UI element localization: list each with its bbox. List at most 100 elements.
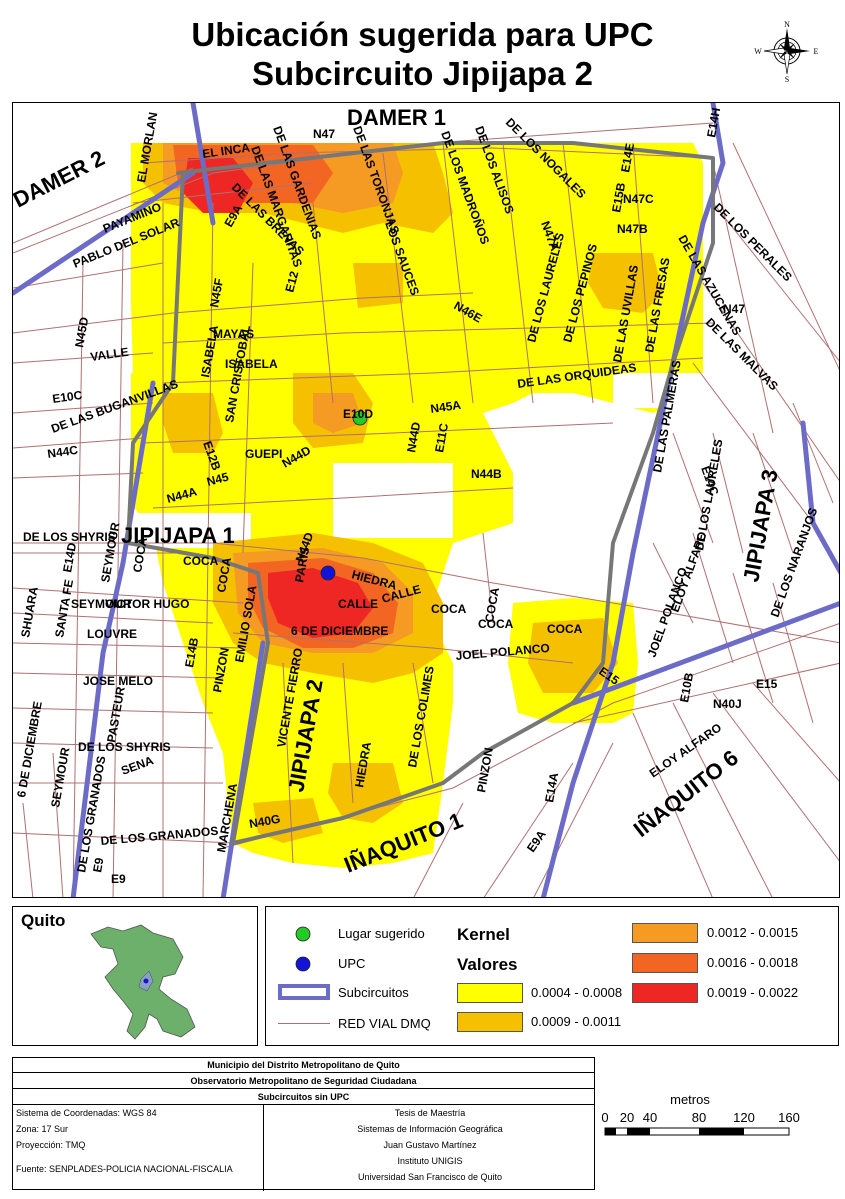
street-label: E11C — [432, 422, 451, 454]
legend-suggested-swatch — [295, 926, 311, 942]
street-label: N40G — [248, 812, 281, 831]
map-title-line2: Subcircuito Jipijapa 2 — [251, 55, 594, 92]
table-row-subcircuitos: Subcircuitos sin UPC — [13, 1089, 594, 1105]
street-label: N40J — [713, 697, 742, 711]
street-label: E15 — [756, 677, 778, 691]
kernel-class-2-region — [353, 263, 403, 308]
street-label: E14E — [618, 142, 637, 173]
street-label: DE LOS GRANADOS — [100, 824, 219, 848]
upc-marker[interactable] — [320, 565, 336, 581]
street-label: 6 DE DICIEMBRE — [14, 700, 45, 798]
street-label: E14D — [60, 541, 79, 573]
area-label: JIPIJAPA 1 — [121, 523, 235, 548]
street-label: COCA — [482, 586, 502, 624]
street-label: N45F — [207, 277, 226, 308]
street-label: VICTOR HUGO — [105, 597, 189, 611]
compass-w: W — [754, 47, 762, 56]
street-label: E15B — [609, 181, 628, 213]
street-label: N45 — [205, 470, 230, 489]
scale-tick-label: 40 — [643, 1110, 657, 1125]
street-label: DE LOS SHYRIS — [78, 740, 171, 754]
inset-box: Quito — [12, 906, 258, 1046]
street-label: N44D — [404, 421, 423, 454]
map-title-line1: Ubicación sugerida para UPC — [191, 16, 654, 53]
street-label: DE LOS PERALES — [711, 200, 795, 284]
street-label: N45A — [429, 398, 462, 416]
street-label: E14B — [182, 636, 201, 668]
area-label: DAMER 1 — [347, 105, 446, 130]
street-label: DE LOS NARANJOS — [768, 506, 821, 619]
info-table: Municipio del Distrito Metropolitano de … — [12, 1057, 595, 1191]
map-frame[interactable]: DAMER 1 DAMER 2 JIPIJAPA 1 JIPIJAPA 2 JIPIJA… — [12, 102, 840, 898]
compass-e: E — [814, 47, 819, 56]
street-label: N45D — [72, 316, 91, 349]
scale-tick-label: 0 — [601, 1110, 608, 1125]
table-author: Juan Gustavo Martínez — [383, 1140, 477, 1150]
table-institute: Instituto UNIGIS — [397, 1156, 463, 1166]
legend-class-5-swatch — [632, 983, 698, 1003]
street-label: MAYAS — [213, 327, 254, 341]
street-label: COCA — [214, 556, 234, 594]
street-label: VALLE — [89, 345, 129, 364]
street-label: E12 — [282, 269, 301, 294]
street-label: SEYMOUR — [48, 746, 72, 809]
scale-tick-label: 120 — [733, 1110, 755, 1125]
street-label: SHUARA — [18, 585, 41, 638]
street-label: N47C — [623, 192, 654, 206]
kernel-class-2-region — [588, 253, 663, 313]
scale-tick-label: 80 — [692, 1110, 706, 1125]
kernel-class-3-region — [313, 393, 363, 433]
legend-class-2-swatch — [457, 1012, 523, 1032]
street-label: E14A — [542, 771, 561, 803]
scale-bar: metros 0 20 40 80 120 160 — [601, 1092, 800, 1136]
table-program: Sistemas de Información Geográfica — [357, 1124, 503, 1134]
suggested-location-marker[interactable] — [352, 410, 368, 426]
legend-subcircuit-label: Subcircuitos — [338, 985, 409, 1000]
street-label: PASTEUR — [104, 685, 128, 743]
table-university: Universidad San Francisco de Quito — [357, 1172, 503, 1182]
street-label: E14H — [704, 107, 723, 139]
street-label: E9 — [90, 856, 106, 873]
street-label: DE LOS GRANADOS — [74, 755, 108, 874]
legend-subcircuit-swatch — [278, 984, 330, 1000]
legend-values-heading: Valores — [457, 955, 518, 974]
kernel-white-gap — [333, 463, 453, 538]
legend-upc-swatch — [295, 956, 311, 972]
legend-box: Lugar sugerido UPC Subcircuitos RED VIAL… — [265, 906, 839, 1046]
street-label: DE LOS SHYRIS — [23, 530, 116, 544]
street-label: N44C — [46, 443, 79, 461]
legend-class-5-label: 0.0019 - 0.0022 — [707, 985, 799, 1000]
street-label: COCA — [431, 602, 467, 616]
scale-tick-label: 20 — [620, 1110, 634, 1125]
street-label: COCA — [130, 536, 150, 574]
table-row-municipio: Municipio del Distrito Metropolitano de … — [13, 1058, 594, 1073]
quito-inset-map — [90, 924, 196, 1040]
street-label: GUEPI — [245, 447, 282, 461]
table-thesis: Tesis de Maestría — [394, 1108, 466, 1118]
street-label: COCA — [183, 554, 219, 568]
legend-class-2-label: 0.0009 - 0.0011 — [531, 1014, 622, 1029]
street-label: E10B — [677, 671, 696, 703]
legend-class-3-swatch — [632, 923, 698, 943]
street-label: LOUVRE — [87, 627, 137, 641]
street-label: PINZON — [474, 746, 496, 793]
kernel-class-2-region — [328, 763, 403, 823]
street-label: SENA — [119, 753, 155, 778]
table-coord-system: Sistema de Coordenadas: WGS 84 — [16, 1108, 157, 1118]
table-source: Fuente: SENPLADES-POLICIA NACIONAL-FISCA… — [16, 1164, 233, 1174]
table-row-observatorio: Observatorio Metropolitano de Seguridad … — [13, 1073, 594, 1089]
kernel-class-5-region — [268, 568, 373, 638]
street-label: E10D — [343, 407, 373, 421]
street-label: PARIS — [292, 546, 312, 584]
street-label: N47 — [313, 127, 335, 141]
street-label: JOEL POLANCO — [645, 565, 690, 659]
street-label: N44B — [471, 467, 502, 481]
street-label: N47 — [723, 302, 745, 316]
table-zone: Zona: 17 Sur — [16, 1124, 69, 1134]
inset-label: Quito — [21, 911, 66, 930]
kernel-density-layer — [131, 143, 703, 868]
legend-road-swatch — [278, 1023, 330, 1024]
street-label: E9 — [111, 872, 126, 886]
scale-tick-label: 160 — [778, 1110, 800, 1125]
